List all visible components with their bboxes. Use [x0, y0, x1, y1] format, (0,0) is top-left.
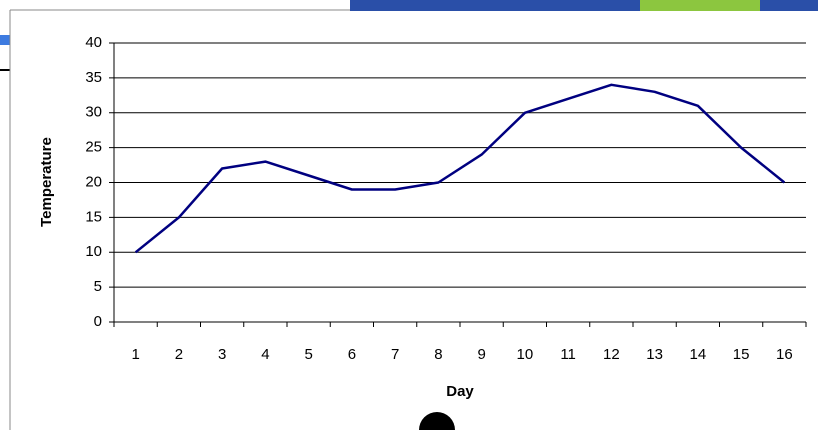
x-tick-label: 16 — [776, 346, 793, 363]
cursor-blob — [419, 412, 455, 430]
y-tick-label: 30 — [85, 104, 102, 121]
x-tick-label: 11 — [560, 346, 576, 363]
x-tick-label: 3 — [218, 346, 226, 363]
logo-strip — [350, 0, 818, 11]
x-tick-label: 5 — [304, 346, 312, 363]
x-tick-label: 13 — [646, 346, 663, 363]
y-axis-title: Temperature — [38, 137, 55, 227]
x-tick-label: 12 — [603, 346, 620, 363]
x-tick-label: 1 — [131, 346, 139, 363]
logo-strip-green — [640, 0, 760, 11]
y-tick-label: 20 — [85, 173, 102, 190]
y-tick-label: 10 — [85, 243, 102, 260]
x-tick-label: 6 — [348, 346, 356, 363]
x-tick-label: 2 — [175, 346, 183, 363]
y-tick-label: 15 — [85, 208, 102, 225]
x-tick-label: 4 — [261, 346, 269, 363]
x-tick-label: 8 — [434, 346, 442, 363]
data-line — [134, 83, 786, 254]
x-tick-label: 7 — [391, 346, 399, 363]
y-tick-label: 0 — [94, 313, 102, 330]
x-tick-label: 10 — [517, 346, 534, 363]
side-tab — [0, 35, 10, 45]
x-axis-title: Day — [446, 383, 474, 400]
x-tick-label: 9 — [477, 346, 485, 363]
y-tick-label: 40 — [85, 34, 102, 51]
y-tick-label: 25 — [85, 139, 102, 156]
x-tick-label: 14 — [690, 346, 707, 363]
y-tick-label: 35 — [85, 69, 102, 86]
x-tick-label: 15 — [733, 346, 750, 363]
y-tick-label: 5 — [94, 278, 102, 295]
